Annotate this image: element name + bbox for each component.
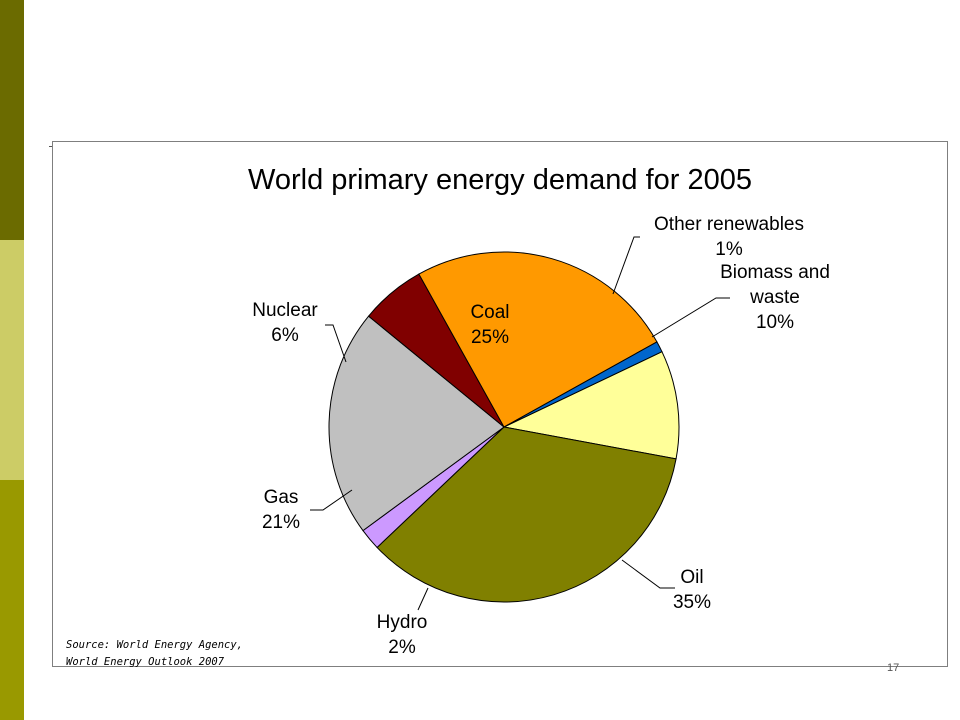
sidebar-bar-top bbox=[0, 0, 24, 240]
slice-percent-gas: 21% bbox=[262, 512, 300, 533]
slice-percent-oil: 35% bbox=[673, 592, 711, 613]
slice-labels: Biomass and waste 10% Oil 35% Hydro 2% Gas 21% Nu… bbox=[252, 214, 830, 658]
sidebar-decoration bbox=[0, 0, 24, 720]
pie-slice-other-renewables bbox=[503, 341, 663, 428]
pie-slice-oil bbox=[376, 426, 677, 603]
slice-percent-nuclear: 6% bbox=[271, 325, 299, 346]
slice-label-nuclear: Nuclear bbox=[252, 300, 318, 321]
leader-line-biomass-and-waste bbox=[651, 297, 730, 338]
leader-lines bbox=[310, 236, 730, 611]
leader-line-gas bbox=[310, 489, 353, 511]
pie-slice-biomass-and-waste bbox=[502, 350, 680, 460]
pie-slice-coal bbox=[418, 251, 658, 428]
slice-label-hydro: Hydro bbox=[377, 612, 428, 633]
source-line-2: World Energy Outlook 2007 bbox=[66, 656, 225, 668]
leader-line-nuclear bbox=[325, 324, 347, 363]
sidebar-bar-bottom bbox=[0, 480, 24, 720]
leader-line-hydro bbox=[417, 587, 429, 611]
page-number: 17 bbox=[887, 662, 900, 674]
chart-title: World primary energy demand for 2005 bbox=[248, 164, 752, 196]
slice-label-oil: Oil bbox=[680, 567, 703, 588]
pie-slice-gas bbox=[328, 315, 505, 532]
source-note: Source: World Energy Agency, World Energ… bbox=[66, 637, 243, 671]
leader-line-other-renewables bbox=[612, 236, 640, 295]
source-line-1: Source: World Energy Agency, bbox=[66, 639, 244, 651]
slice-percent-other-renewables: 1% bbox=[715, 239, 743, 260]
slice-percent-biomass-and-waste: 10% bbox=[756, 312, 794, 333]
slice-label-biomass-and-waste: waste bbox=[749, 287, 800, 308]
pie-slices bbox=[328, 251, 680, 603]
slice-label-other-renewables: Other renewables bbox=[654, 214, 804, 235]
slice-label-coal: Coal bbox=[470, 302, 509, 323]
leader-line-oil bbox=[621, 559, 675, 589]
frame-tick bbox=[49, 146, 52, 147]
slice-percent-coal: 25% bbox=[471, 327, 509, 348]
sidebar-bar-middle bbox=[0, 240, 24, 480]
slice-label-biomass-and-waste: Biomass and bbox=[720, 262, 830, 283]
slice-percent-hydro: 2% bbox=[388, 637, 416, 658]
slice-label-gas: Gas bbox=[264, 487, 299, 508]
